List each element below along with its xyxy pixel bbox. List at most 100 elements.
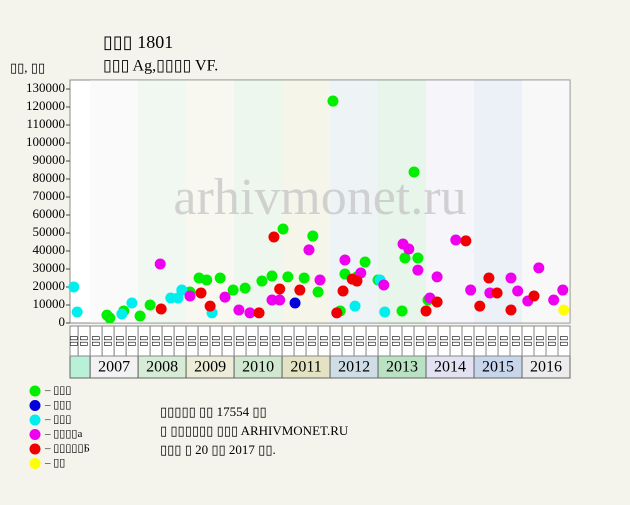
point	[533, 262, 545, 274]
point	[399, 252, 411, 264]
quarter-label: ▯▯	[402, 335, 413, 346]
point	[134, 310, 146, 322]
point	[474, 300, 486, 312]
point	[379, 306, 391, 318]
y-tick-label: 80000	[33, 170, 66, 185]
quarter-label: ▯▯	[354, 335, 365, 346]
quarter-label: ▯▯	[318, 335, 329, 346]
quarter-label: ▯▯	[546, 335, 557, 346]
year-band	[522, 80, 570, 323]
point	[558, 304, 570, 316]
quarter-label: ▯▯	[534, 335, 545, 346]
point	[256, 275, 268, 287]
point	[154, 258, 166, 270]
point	[155, 303, 167, 315]
point	[351, 275, 363, 287]
quarter-cell	[557, 325, 571, 357]
point	[303, 244, 315, 256]
y-tick-label: 90000	[33, 152, 66, 167]
point	[104, 312, 116, 324]
point	[126, 297, 138, 309]
point	[219, 291, 231, 303]
point	[483, 272, 495, 284]
quarter-label: ▯▯	[270, 335, 281, 346]
quarter-label: ▯▯	[90, 335, 101, 346]
point	[557, 284, 569, 296]
quarter-label: ▯▯	[486, 335, 497, 346]
point	[412, 252, 424, 264]
quarter-label: ▯▯	[138, 335, 149, 346]
point	[195, 287, 207, 299]
point	[349, 300, 361, 312]
point	[327, 95, 339, 107]
quarter-label: ▯▯	[438, 335, 449, 346]
point	[512, 285, 524, 297]
point	[204, 300, 216, 312]
legend-marker	[29, 414, 41, 426]
point	[307, 230, 319, 242]
point	[298, 272, 310, 284]
point	[450, 234, 462, 246]
legend-marker	[29, 400, 41, 411]
legend-label: – ▯▯	[44, 457, 65, 469]
year-label: 2016	[530, 359, 562, 376]
point	[227, 284, 239, 296]
year-label: 2010	[242, 359, 274, 376]
quarter-label: ▯▯	[102, 335, 113, 346]
point	[396, 305, 408, 317]
point	[68, 281, 80, 293]
quarter-label: ▯▯	[294, 335, 305, 346]
point	[274, 283, 286, 295]
year-label: 2008	[146, 359, 178, 376]
year-label: 2009	[194, 359, 226, 376]
point	[403, 243, 415, 255]
legend-marker	[29, 443, 41, 455]
point	[268, 231, 280, 243]
quarter-label: ▯▯	[390, 335, 401, 346]
quarter-label: ▯▯	[234, 335, 245, 346]
year-band	[138, 80, 187, 323]
point	[239, 282, 251, 294]
quarter-label: ▯▯	[222, 335, 233, 346]
y-tick-label: 10000	[33, 296, 66, 311]
year-band	[90, 80, 139, 323]
point	[289, 297, 301, 309]
y-tick-label: 70000	[33, 188, 66, 203]
point	[505, 304, 517, 316]
y-tick-label: 50000	[33, 224, 66, 239]
quarter-label: ▯▯	[558, 335, 569, 346]
footer-line: ▯ ▯▯▯▯▯▯ ▯▯▯ ARHIVMONET.RU	[160, 423, 349, 438]
point	[116, 308, 128, 320]
y-tick-label: 40000	[33, 242, 66, 257]
y-tick-label: 100000	[26, 134, 65, 149]
quarter-label: ▯▯	[498, 335, 509, 346]
quarter-label: ▯▯	[366, 335, 377, 346]
footer-line: ▯▯▯ ▯ 20 ▯▯ 2017 ▯▯.	[160, 442, 276, 457]
point	[277, 223, 289, 235]
quarter-label: ▯▯	[522, 335, 533, 346]
point	[408, 166, 420, 178]
point	[201, 274, 213, 286]
point	[253, 307, 265, 319]
point	[71, 306, 83, 318]
point	[266, 270, 278, 282]
y-tick-label: 130000	[26, 80, 65, 95]
legend-label: – ▯▯▯	[44, 399, 71, 411]
point	[339, 254, 351, 266]
point	[505, 272, 517, 284]
quarter-label: ▯▯	[282, 335, 293, 346]
quarter-label: ▯▯	[186, 335, 197, 346]
point	[548, 294, 560, 306]
legend-marker	[29, 429, 41, 440]
year-cell	[69, 355, 91, 379]
point	[244, 307, 256, 319]
y-tick-label: 20000	[33, 278, 66, 293]
quarter-label: ▯▯	[342, 335, 353, 346]
watermark: arhivmonet.ru	[173, 169, 466, 226]
point	[431, 271, 443, 283]
point	[465, 284, 477, 296]
y-tick-label: 0	[59, 314, 66, 329]
quarter-label: ▯▯	[126, 335, 137, 346]
legend-label: – ▯▯▯▯▯Б	[44, 443, 90, 455]
